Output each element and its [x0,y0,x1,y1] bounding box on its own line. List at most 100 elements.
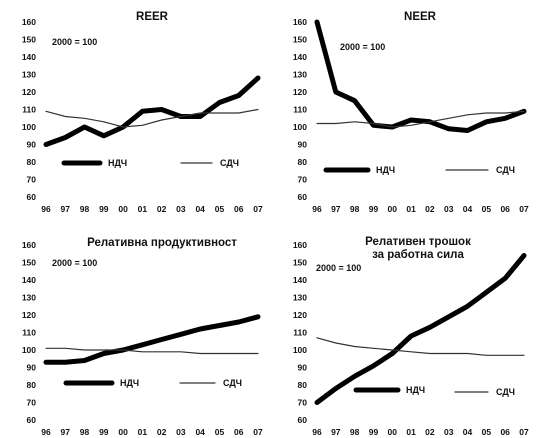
y-tick-label: 100 [22,122,36,132]
x-tick-label: 01 [138,204,148,214]
chart-title-line: REER [136,11,169,23]
y-tick-label: 70 [27,398,37,408]
y-tick-label: 90 [298,363,308,373]
y-tick-label: 150 [293,258,307,268]
x-tick-label: 00 [118,204,128,214]
y-tick-label: 150 [22,258,36,268]
chart-title: Релативен трошок за работна сила [365,236,471,261]
x-tick-label: 03 [444,427,454,437]
x-tick-label: 01 [138,427,148,437]
legend-label-ndch: НДЧ [108,158,127,168]
y-tick-label: 80 [298,380,308,390]
series-line-sdch [45,108,259,128]
x-tick-label: 06 [500,204,510,214]
x-tick-label: 06 [500,427,510,437]
y-tick-label: 100 [293,345,307,355]
y-tick-label: 110 [293,328,307,338]
x-tick-label: 99 [99,427,109,437]
legend-label-sdch: СДЧ [223,378,242,388]
x-tick-label: 97 [331,204,341,214]
x-tick-label: 96 [41,427,51,437]
x-tick-label: 07 [519,427,529,437]
x-tick-label: 05 [482,427,492,437]
y-tick-label: 110 [22,105,36,115]
y-tick-label: 120 [293,87,307,97]
x-tick-label: 02 [157,204,167,214]
legend-label-ndch: НДЧ [120,378,139,388]
y-tick-label: 60 [298,415,308,425]
x-tick-label: 03 [176,204,186,214]
y-tick-label: 120 [293,310,307,320]
y-tick-label: 150 [293,35,307,45]
x-tick-label: 06 [234,204,244,214]
y-tick-label: 90 [27,140,37,150]
x-tick-label: 97 [61,204,71,214]
y-tick-label: 150 [22,35,36,45]
y-tick-label: 160 [22,240,36,250]
y-tick-label: 70 [298,398,308,408]
x-tick-label: 02 [425,204,435,214]
series-line-ndch [314,253,527,405]
y-tick-label: 140 [22,275,36,285]
x-tick-label: 96 [312,204,322,214]
y-tick-label: 70 [298,175,308,185]
series-line-ndch [314,19,527,133]
legend-label-sdch: СДЧ [496,387,515,397]
legend-label-ndch: НДЧ [376,165,395,175]
x-tick-label: 03 [176,427,186,437]
y-tick-label: 80 [27,380,37,390]
y-tick-label: 140 [293,275,307,285]
y-tick-label: 110 [293,105,307,115]
chart-title-line: NEER [404,11,437,23]
x-tick-label: 05 [215,204,225,214]
y-tick-label: 160 [293,17,307,27]
x-tick-label: 99 [369,204,379,214]
x-tick-label: 05 [215,427,225,437]
series-line-sdch [316,337,525,356]
x-tick-label: 04 [463,427,473,437]
x-tick-label: 98 [80,204,90,214]
series-line-sdch [316,110,525,128]
chart-title-line: Релативен трошок [365,236,471,248]
x-tick-label: 98 [350,427,360,437]
y-tick-label: 90 [27,363,37,373]
chart-title-line: Релативна продуктивност [87,237,237,249]
chart-title: Релативна продуктивност [87,237,237,249]
chart-panel-1: 60 70 80 90 100 110 120 130 140 150 160 96 97 98 99 00 0… [22,11,263,214]
x-tick-label: 98 [350,204,360,214]
x-tick-label: 01 [406,204,416,214]
chart-panel-4: 60 70 80 90 100 110 120 130 140 150 160 96 97 98 99 00 0… [293,236,529,437]
x-tick-label: 00 [118,427,128,437]
y-tick-label: 140 [293,52,307,62]
y-tick-label: 70 [27,175,37,185]
x-tick-label: 96 [312,427,322,437]
x-tick-label: 99 [369,427,379,437]
y-tick-label: 130 [293,70,307,80]
legend-label-sdch: СДЧ [220,158,239,168]
y-tick-label: 130 [293,293,307,303]
chart-title-line: за работна сила [372,249,464,261]
x-tick-label: 04 [195,204,205,214]
y-tick-label: 90 [298,140,308,150]
x-tick-label: 02 [425,427,435,437]
y-tick-label: 100 [293,122,307,132]
x-tick-label: 00 [388,427,398,437]
chart-title: REER [136,11,169,23]
y-tick-label: 100 [22,345,36,355]
chart-panel-3: 60 70 80 90 100 110 120 130 140 150 160 96 97 98 99 00 0… [22,237,263,437]
chart-title: NEER [404,11,437,23]
y-tick-label: 60 [298,192,308,202]
y-tick-label: 130 [22,293,36,303]
base-year-note: 2000 = 100 [52,258,97,268]
y-tick-label: 160 [22,17,36,27]
x-tick-label: 05 [482,204,492,214]
y-tick-label: 160 [293,240,307,250]
series-line-sdch [45,347,259,355]
chart-panel-2: 60 70 80 90 100 110 120 130 140 150 160 96 97 98 99 00 0… [293,11,529,214]
legend-label-ndch: НДЧ [406,385,425,395]
x-tick-label: 01 [406,427,416,437]
base-year-note: 2000 = 100 [316,263,361,273]
y-tick-label: 60 [27,192,37,202]
series-line-ndch [43,75,261,147]
